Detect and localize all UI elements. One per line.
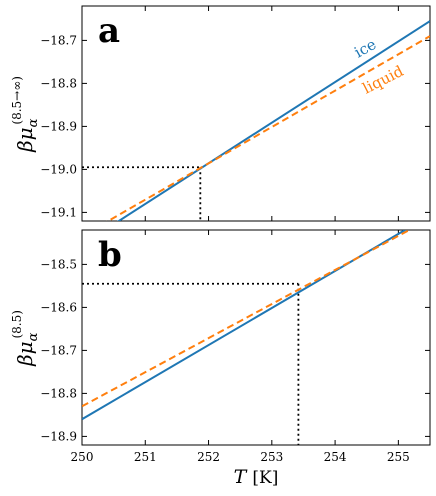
x-axis-title: T [K] [234, 466, 279, 488]
xtick-label-0: 250 [71, 450, 94, 464]
panel-a-guides [82, 166, 202, 221]
ytick-label-b-1: −18.8 [40, 386, 77, 400]
panel-a-letter: a [98, 11, 120, 51]
ice-label-a: ice [351, 35, 379, 62]
xtick-label-2: 252 [197, 450, 220, 464]
xtick-label-4: 254 [324, 450, 347, 464]
xtick-label-1: 251 [134, 450, 157, 464]
xtick-label-3: 253 [260, 450, 283, 464]
panel-b-xticks: 250 251 252 253 254 255 [71, 230, 410, 464]
ice-line-b [82, 230, 408, 421]
panel-b-frame [81, 229, 431, 446]
panel-b-yticks: −18.9 −18.8 −18.7 −18.6 −18.5 [40, 257, 430, 443]
liquid-line-b [82, 230, 412, 408]
ytick-label-a-0: −19.1 [40, 205, 77, 219]
ytick-label-a-4: −18.7 [40, 33, 77, 47]
panel-b-letter: b [98, 235, 122, 275]
ytick-label-b-2: −18.7 [40, 343, 77, 357]
panel-a-yticks: −19.1 −19.0 −18.9 −18.8 −18.7 [40, 6, 430, 221]
ice-line-a [116, 20, 430, 221]
panel-b-ylabel: βμα(8.5) [10, 310, 41, 367]
panel-a-series [106, 20, 430, 221]
panel-a-frame [81, 5, 431, 222]
panel-b: −18.9−18.8−18.7−18.6−18.5 250 251 252 253 25… [10, 229, 431, 488]
ytick-label-b-0: −18.9 [40, 429, 77, 443]
panel-a: −19.1 −19.0 −18.9 −18.8 −18.7 a ice liquid β… [10, 5, 431, 222]
liquid-line-a [106, 35, 430, 221]
panel-b-guides [82, 282, 300, 445]
xtick-label-5: 255 [387, 450, 410, 464]
ytick-label-b-3: −18.6 [40, 300, 77, 314]
panel-a-ylabel: βμα(8.5→∞) [10, 76, 41, 153]
liquid-label-a: liquid [360, 62, 407, 98]
ytick-label-b-4: −18.5 [40, 257, 77, 271]
ytick-label-a-3: −18.8 [40, 76, 77, 90]
ytick-label-a-1: −19.0 [40, 162, 77, 176]
panel-b-series [82, 230, 412, 421]
ytick-label-a-2: −18.9 [40, 119, 77, 133]
